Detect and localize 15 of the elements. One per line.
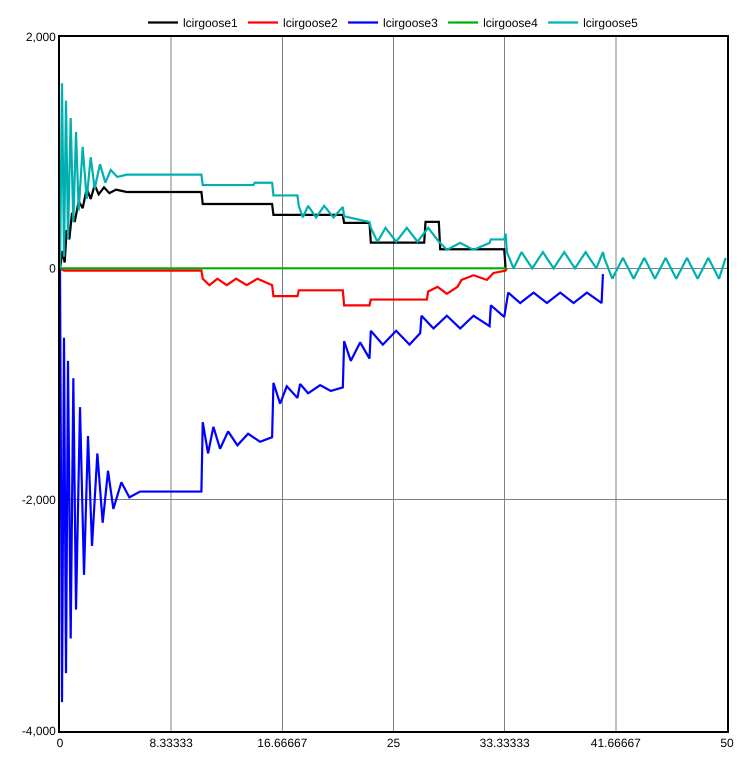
x-tick-label: 41.66667 [590,736,642,750]
y-tick-label: -4,000 [22,724,56,738]
legend-label: lcirgoose3 [383,16,438,30]
y-tick-label: 0 [49,262,56,276]
x-tick-label: 50 [720,736,734,750]
x-tick-label: 8.33333 [149,736,194,750]
y-tick-label: 2,000 [26,30,56,44]
legend-label: lcirgoose4 [483,16,538,30]
legend-label: lcirgoose2 [283,16,338,30]
legend-label: lcirgoose1 [183,16,238,30]
legend-label: lcirgoose5 [583,16,638,30]
x-tick-label: 16.66667 [257,736,308,750]
x-tick-label: 33.33333 [480,736,530,750]
x-tick-label: 25 [386,736,400,750]
y-tick-label: -2,000 [22,492,56,507]
